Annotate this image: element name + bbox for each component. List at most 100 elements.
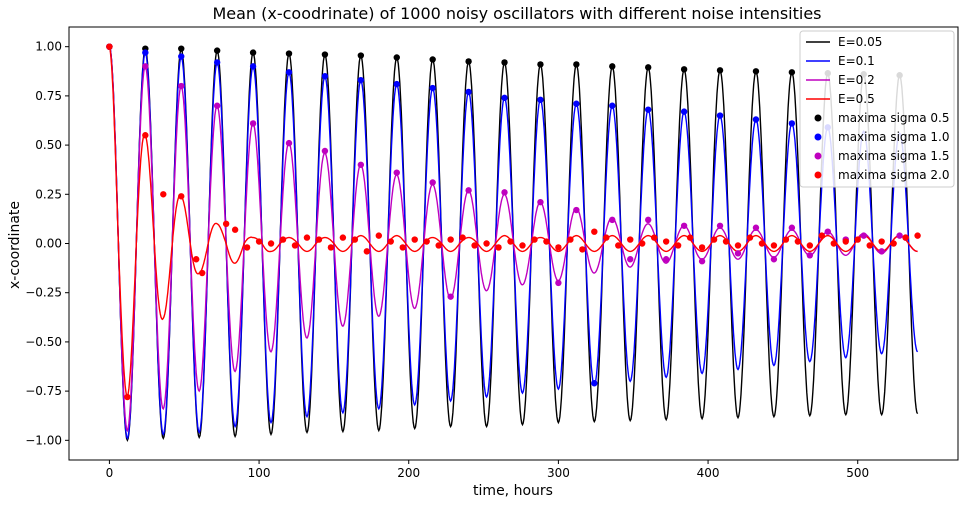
maxima-point	[752, 68, 760, 75]
maxima-point	[315, 236, 323, 243]
maxima-point	[429, 56, 436, 63]
maxima-point	[160, 191, 167, 198]
maxima-point	[710, 236, 718, 243]
maxima-point	[680, 108, 688, 115]
maxima-point	[327, 244, 335, 251]
maxima-point	[537, 61, 544, 68]
maxima-point	[243, 244, 251, 251]
maxima-point	[465, 187, 472, 194]
maxima-point	[615, 242, 622, 249]
x-tick-label: 300	[547, 466, 570, 480]
maxima-point	[609, 102, 616, 109]
maxima-point	[890, 240, 897, 247]
maxima-point	[537, 198, 544, 206]
maxima-point	[573, 61, 580, 68]
maxima-point	[698, 244, 706, 251]
legend-label: maxima sigma 2.0	[838, 168, 949, 182]
maxima-point	[339, 234, 347, 241]
maxima-point	[824, 228, 831, 235]
maxima-point	[746, 234, 754, 241]
maxima-point	[662, 256, 670, 263]
maxima-point	[393, 80, 400, 88]
legend-label: E=0.2	[838, 73, 875, 87]
maxima-point	[650, 234, 658, 241]
maxima-point	[770, 242, 778, 249]
maxima-point	[627, 236, 634, 243]
maxima-point	[914, 232, 921, 239]
maxima-point	[806, 252, 814, 259]
maxima-point	[788, 224, 796, 231]
maxima-point	[555, 244, 562, 251]
axes-frame	[68, 26, 959, 461]
maxima-point	[698, 258, 706, 265]
maxima-point	[842, 238, 849, 245]
maxima-point	[579, 246, 586, 253]
maxima-point	[393, 54, 400, 61]
y-tick-label: 0.50	[35, 138, 62, 152]
legend-marker-swatch	[814, 114, 822, 122]
y-tick-label: −0.75	[25, 384, 62, 398]
maxima-point	[387, 238, 394, 245]
maxima-point	[321, 73, 329, 80]
maxima-point	[860, 232, 867, 239]
maxima-point	[752, 224, 760, 231]
maxima-point	[734, 250, 742, 257]
maxima-point	[255, 238, 263, 245]
maxima-point	[124, 393, 131, 401]
plot-area	[106, 43, 921, 443]
maxima-point	[178, 45, 185, 52]
maxima-point	[501, 189, 508, 196]
maxima-point	[507, 238, 514, 245]
maxima-point	[393, 169, 400, 176]
maxima-point	[321, 147, 329, 155]
maxima-point	[465, 58, 472, 65]
maxima-point	[609, 216, 616, 224]
maxima-point	[213, 59, 221, 66]
maxima-point	[411, 236, 418, 243]
legend-box	[799, 30, 955, 188]
y-tick-label: 0.75	[35, 89, 62, 103]
maxima-point	[142, 63, 149, 70]
maxima-point	[429, 84, 436, 92]
maxima-point	[199, 269, 206, 277]
maxima-point	[609, 63, 616, 70]
maxima-point	[644, 64, 652, 71]
maxima-point	[249, 49, 257, 56]
maxima-point	[291, 242, 299, 249]
maxima-point	[782, 236, 790, 243]
maxima-point	[627, 256, 634, 263]
maxima-point	[231, 226, 239, 233]
maxima-point	[501, 59, 508, 66]
maxima-point	[357, 52, 365, 59]
maxima-point	[429, 179, 436, 186]
maxima-point	[591, 380, 598, 387]
maxima-point	[878, 238, 885, 245]
maxima-point	[249, 63, 257, 70]
maxima-point	[644, 106, 652, 113]
maxima-point	[878, 248, 885, 255]
maxima-point	[794, 238, 802, 245]
maxima-point	[567, 236, 574, 243]
chart-title: Mean (x-coodrinate) of 1000 noisy oscill…	[212, 4, 821, 23]
y-tick-label: −0.50	[25, 335, 62, 349]
maxima-point	[722, 238, 730, 245]
y-tick-label: −0.25	[25, 286, 62, 300]
maxima-point	[106, 43, 113, 50]
maxima-point	[357, 161, 365, 168]
maxima-point	[770, 256, 778, 263]
maxima-point	[483, 240, 490, 247]
legend-label: maxima sigma 1.5	[838, 149, 949, 163]
x-tick-label: 400	[697, 466, 720, 480]
maxima-point	[447, 293, 454, 300]
maxima-point	[459, 234, 466, 241]
maxima-point	[758, 240, 766, 247]
x-axis-label: time, hours	[473, 483, 553, 499]
maxima-point	[716, 222, 724, 229]
maxima-point	[285, 50, 293, 57]
maxima-point	[573, 100, 580, 107]
maxima-point	[573, 206, 580, 214]
legend-marker-swatch	[814, 152, 822, 160]
maxima-point	[680, 66, 688, 73]
legend: E=0.05 E=0.1 E=0.2 E=0.5 maxima sigma 0.5 max…	[799, 30, 955, 188]
